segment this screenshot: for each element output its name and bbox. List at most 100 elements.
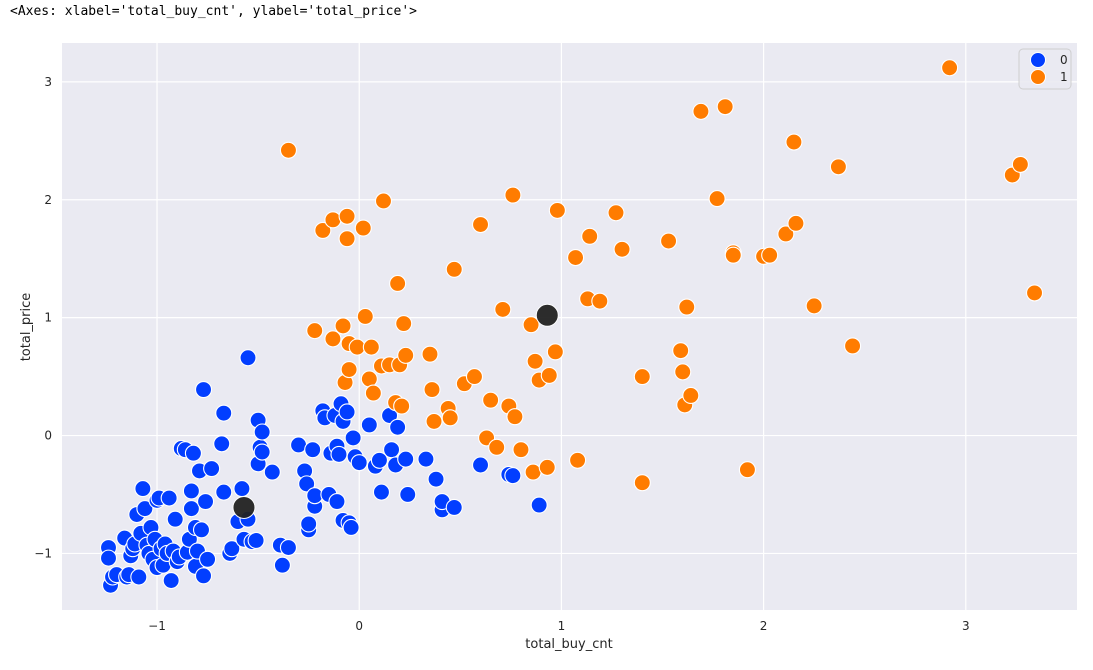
- scatter-point-0: [273, 556, 291, 574]
- scatter-point-1: [546, 343, 564, 361]
- scatter-point-1: [471, 215, 490, 234]
- scatter-point-0: [417, 450, 435, 468]
- scatter-point-0: [397, 450, 415, 468]
- scatter-point-0: [530, 496, 548, 514]
- scatter-point-0: [166, 510, 184, 528]
- scatter-point-1: [724, 246, 742, 264]
- scatter-point-1: [348, 338, 366, 356]
- scatter-point-1: [494, 300, 512, 318]
- scatter-point-0: [445, 498, 463, 516]
- scatter-point-0: [99, 549, 118, 567]
- x-tick-label: 1: [558, 619, 566, 633]
- scatter-point-1: [395, 315, 413, 333]
- y-tick-label: 1: [44, 311, 52, 325]
- scatter-point-1: [607, 204, 625, 222]
- scatter-point-0: [306, 487, 324, 505]
- scatter-point-0: [360, 416, 378, 434]
- scatter-point-1: [716, 98, 734, 116]
- scatter-point-1: [374, 192, 393, 210]
- scatter-point-1: [569, 451, 587, 469]
- scatter-point-1: [338, 230, 356, 248]
- scatter-point-1: [512, 441, 530, 459]
- scatter-point-1: [844, 337, 862, 355]
- legend-marker-1: [1030, 69, 1046, 85]
- scatter-point-1: [581, 227, 599, 245]
- scatter-point-1: [423, 381, 441, 399]
- y-tick-label: −1: [34, 546, 52, 560]
- scatter-point-1: [692, 102, 710, 120]
- scatter-point-0: [263, 463, 281, 481]
- scatter-point-1: [738, 461, 756, 479]
- scatter-point-1: [633, 474, 651, 492]
- scatter-point-0: [290, 436, 308, 454]
- scatter-point-1: [785, 133, 803, 151]
- scatter-point-1: [526, 352, 544, 370]
- scatter-point-0: [160, 489, 178, 507]
- scatter-point-0: [298, 475, 316, 493]
- x-tick-label: −1: [148, 619, 166, 633]
- scatter-point-1: [506, 408, 524, 426]
- scatter-point-0: [182, 500, 200, 518]
- y-tick-label: 2: [44, 193, 52, 207]
- x-tick-label: 0: [355, 619, 363, 633]
- scatter-point-1: [334, 317, 352, 335]
- y-tick-label: 0: [44, 429, 52, 443]
- scatter-point-1: [488, 438, 506, 456]
- scatter-point-0: [399, 485, 417, 504]
- scatter-point-0: [389, 418, 407, 436]
- scatter-point-1: [777, 225, 795, 243]
- scatter-point-1: [522, 316, 540, 334]
- scatter-point-1: [306, 322, 324, 340]
- scatter-point-1: [678, 298, 696, 316]
- scatter-point-1: [362, 338, 380, 356]
- scatter-point-0: [197, 493, 215, 511]
- centroid-points: [232, 303, 559, 519]
- scatter-point-1: [633, 368, 651, 386]
- scatter-point-0: [162, 571, 180, 590]
- scatter-point-0: [203, 459, 221, 478]
- scatter-point-1: [324, 211, 342, 229]
- x-axis-label: total_buy_cnt: [525, 637, 612, 652]
- scatter-point-0: [300, 515, 318, 533]
- x-tick-label: 2: [760, 619, 768, 633]
- scatter-point-0: [194, 567, 213, 585]
- scatter-point-1: [805, 297, 823, 315]
- legend-label-0: 0: [1060, 53, 1068, 67]
- scatter-point-1: [540, 366, 558, 384]
- scatter-point-1: [787, 214, 805, 232]
- scatter-point-1: [761, 246, 779, 264]
- scatter-point-0: [182, 482, 200, 500]
- scatter-point-0: [253, 423, 271, 441]
- scatter-point-0: [136, 500, 154, 518]
- scatter-point-1: [682, 386, 700, 405]
- scatter-point-0: [338, 403, 356, 421]
- tick-labels: −1 0 1 2 3 −1 0 1 2 3: [34, 75, 969, 633]
- centroid-marker: [232, 495, 256, 519]
- scatter-point-1: [279, 141, 298, 159]
- scatter-point-1: [397, 346, 415, 364]
- scatter-point-1: [425, 412, 443, 430]
- scatter-point-1: [393, 397, 411, 415]
- scatter-point-0: [184, 444, 202, 462]
- scatter-point-0: [504, 467, 522, 485]
- legend: 01: [1018, 48, 1072, 90]
- scatter-point-0: [130, 568, 148, 586]
- scatter-point-0: [383, 441, 401, 459]
- scatter-point-1: [708, 190, 726, 208]
- scatter-point-1: [613, 240, 631, 258]
- scatter-point-1: [364, 384, 382, 402]
- data-points: [99, 59, 1044, 594]
- y-tick-label: 3: [44, 75, 52, 89]
- legend-marker-0: [1030, 52, 1046, 68]
- scatter-point-1: [338, 207, 356, 225]
- scatter-point-1: [354, 219, 372, 237]
- scatter-point-1: [360, 370, 378, 388]
- scatter-point-0: [199, 550, 217, 568]
- scatter-point-0: [330, 445, 348, 463]
- scatter-point-1: [482, 391, 500, 409]
- scatter-point-1: [1011, 155, 1029, 173]
- scatter-point-1: [314, 221, 332, 239]
- scatter-point-0: [215, 404, 233, 422]
- scatter-point-0: [134, 480, 152, 498]
- scatter-point-1: [465, 368, 484, 386]
